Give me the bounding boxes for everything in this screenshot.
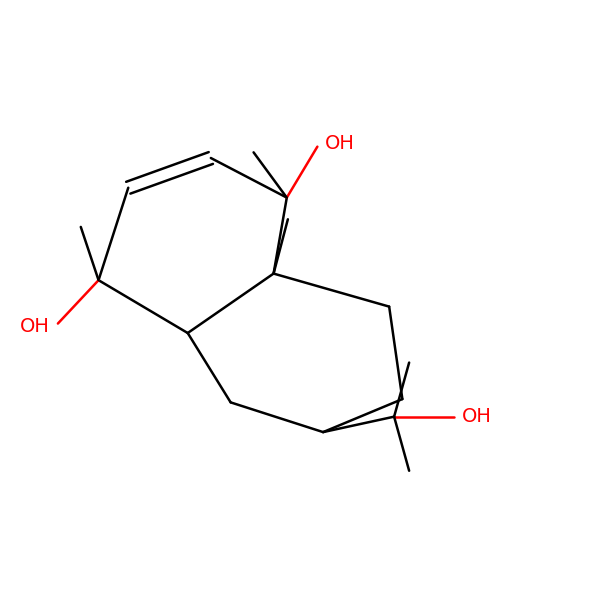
Text: OH: OH — [325, 134, 355, 153]
Text: OH: OH — [461, 407, 491, 426]
Text: OH: OH — [20, 317, 50, 337]
